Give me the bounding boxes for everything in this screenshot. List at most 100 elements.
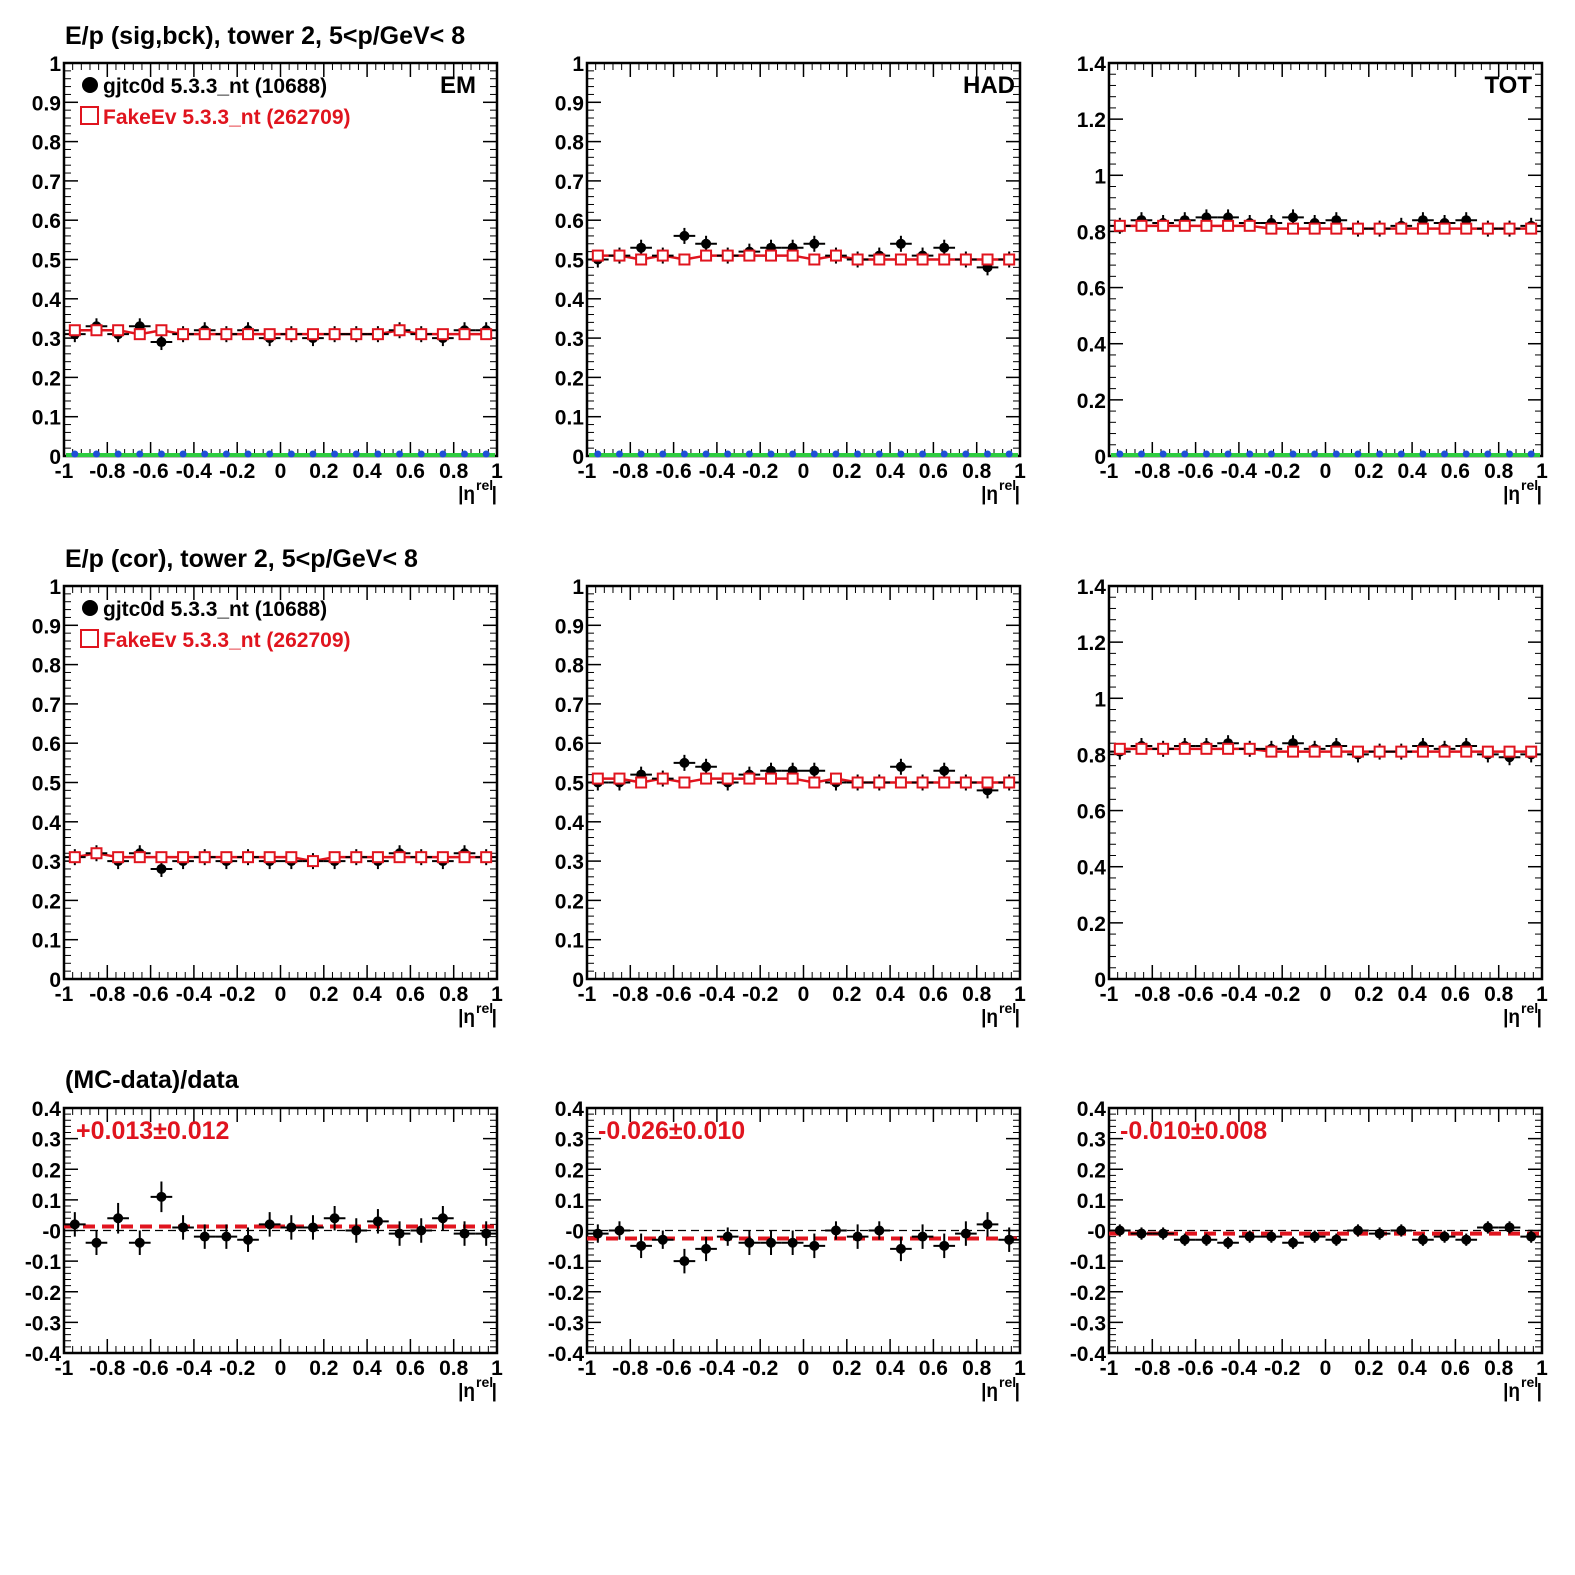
mc-point [721,249,734,262]
y-tick-label: 0.4 [1077,334,1107,357]
x-tick-label: 0.6 [396,1357,425,1380]
chart-panel-em_cor: 00.10.20.30.40.50.60.70.80.91-1 -0.8 -0.6-… [32,576,503,1028]
y-tick-label: 0.6 [32,210,61,233]
ratio-point [657,1234,668,1245]
mc-point [1525,222,1538,235]
background-point [962,450,970,458]
mc-point [1525,745,1538,758]
data-point [701,761,712,772]
ratio-point [895,1243,906,1254]
mc-point [198,328,211,341]
mc-point [371,851,384,864]
y-tick-label: -0.1 [25,1251,62,1274]
x-tick-label: 1 [1014,460,1026,483]
ratio-point [243,1234,254,1245]
y-tick-label: 1 [49,576,61,599]
mc-point [1287,745,1300,758]
mc-point [350,328,363,341]
x-tick-label: -0.6 [133,1357,169,1380]
chart-panel-had_sigbck: 00.10.20.30.40.50.60.70.80.91-1 -0.8 -0.6-… [555,53,1026,505]
x-axis-title-sup: rel [1521,477,1538,493]
x-tick-label: -1 [1100,983,1119,1006]
x-tick-label: -1 [578,1357,597,1380]
ratio-point [614,1225,625,1236]
mc-point [1438,745,1451,758]
x-tick-label: 0.8 [439,460,469,483]
mc-point [938,776,951,789]
ratio-point [221,1231,232,1242]
x-tick-label: -1 [578,983,597,1006]
data-point [939,242,950,253]
background-point [396,450,404,458]
background-point [680,450,688,458]
mc-point [90,324,103,337]
mc-point [959,253,972,266]
x-axis-title-end: | [492,1381,497,1402]
x-tick-label: 0.4 [352,460,382,483]
y-tick-label: -0.4 [25,1343,62,1366]
x-tick-label: 0.2 [1354,460,1383,483]
background-point [1376,450,1384,458]
ratio-point [722,1231,733,1242]
mc-point [1003,776,1016,789]
ratio-point [1504,1222,1515,1233]
y-tick-label: 0.9 [555,92,584,115]
mc-point [480,328,493,341]
mc-point [177,851,190,864]
y-tick-label: 0.9 [32,92,61,115]
background-point [439,450,447,458]
ratio-point [1352,1225,1363,1236]
mc-point [328,328,341,341]
y-tick-label: 0.8 [32,655,62,678]
ratio-point [701,1243,712,1254]
y-tick-label: 0.1 [555,407,585,430]
ratio-point [1439,1231,1450,1242]
y-tick-label: 0.3 [555,851,584,874]
data-point [809,238,820,249]
x-tick-label: -0.4 [176,983,213,1006]
y-tick-label: 0.5 [32,773,62,796]
mc-point [678,253,691,266]
x-axis-title-sup: rel [476,477,493,493]
ratio-point [481,1228,492,1239]
mc-point [393,324,406,337]
y-tick-label: 0.2 [1077,1159,1106,1182]
data-point [156,863,167,874]
mc-point [1178,219,1191,232]
mc-point [1481,222,1494,235]
x-tick-label: 0 [275,1357,287,1380]
panel-label-tot: TOT [1484,72,1532,99]
y-tick-label: 0.8 [32,132,62,155]
ratio-point [1374,1228,1385,1239]
mc-point [938,253,951,266]
mc-point [959,776,972,789]
x-tick-label: -0.2 [219,983,255,1006]
x-tick-label: 0.8 [1484,1357,1514,1380]
y-tick-label: 1 [1094,165,1106,188]
background-point [331,450,339,458]
x-tick-label: -0.8 [1134,460,1171,483]
y-tick-label: 1.4 [1077,53,1107,76]
mc-point [894,253,907,266]
mc-point [350,851,363,864]
x-axis-title-sup: rel [1521,1374,1538,1390]
background-point [157,450,165,458]
background-point [1527,450,1535,458]
y-tick-label: 0.4 [1077,1098,1107,1121]
legend-mc-label: FakeEv 5.3.3_nt (262709) [103,106,351,129]
y-tick-label: 0.4 [32,289,62,312]
ratio-point [787,1237,798,1248]
mc-point [1265,745,1278,758]
mc-point [873,253,886,266]
data-point [679,757,690,768]
x-tick-label: 0 [798,983,810,1006]
x-tick-label: -0.8 [1134,1357,1171,1380]
ratio-point [329,1213,340,1224]
x-tick-label: -0.4 [1221,983,1258,1006]
mc-point [765,249,778,262]
y-tick-label: -0.4 [1070,1343,1107,1366]
y-tick-label: 0.8 [1077,221,1107,244]
row-title-cor: E/p (cor), tower 2, 5<p/GeV< 8 [65,545,418,573]
background-point [1181,450,1189,458]
y-tick-label: 0 [49,446,61,469]
